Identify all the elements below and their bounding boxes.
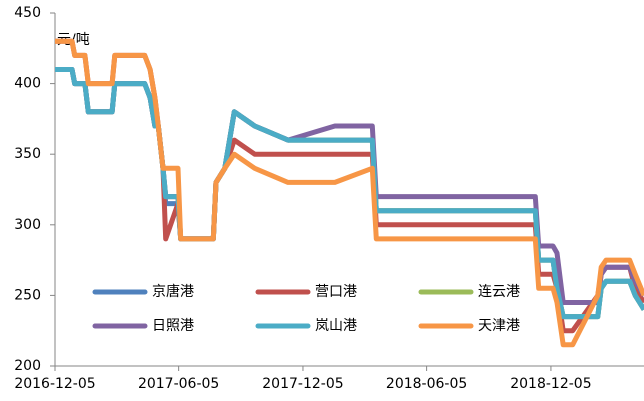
legend-label: 天津港 xyxy=(478,318,520,334)
legend-label: 连云港 xyxy=(478,284,520,300)
x-tick-label: 2017-06-05 xyxy=(138,376,219,392)
y-tick-label: 300 xyxy=(14,217,41,233)
y-tick-label: 400 xyxy=(14,76,41,92)
x-tick-label: 2017-12-05 xyxy=(262,376,343,392)
series-line xyxy=(55,67,644,320)
x-tick-label: 2018-12-05 xyxy=(510,376,591,392)
y-tick-label: 350 xyxy=(14,146,41,162)
legend-label: 京唐港 xyxy=(152,283,194,300)
legend-label: 岚山港 xyxy=(315,318,357,334)
legend-label: 日照港 xyxy=(152,318,194,334)
series-line xyxy=(55,38,644,348)
legend-label: 营口港 xyxy=(315,284,357,300)
x-tick-label: 2018-06-05 xyxy=(386,376,467,392)
y-tick-label: 250 xyxy=(14,287,41,303)
y-tick-label: 200 xyxy=(14,358,41,374)
x-tick-label: 2016-12-05 xyxy=(14,376,95,392)
y-tick-label: 450 xyxy=(14,5,41,21)
